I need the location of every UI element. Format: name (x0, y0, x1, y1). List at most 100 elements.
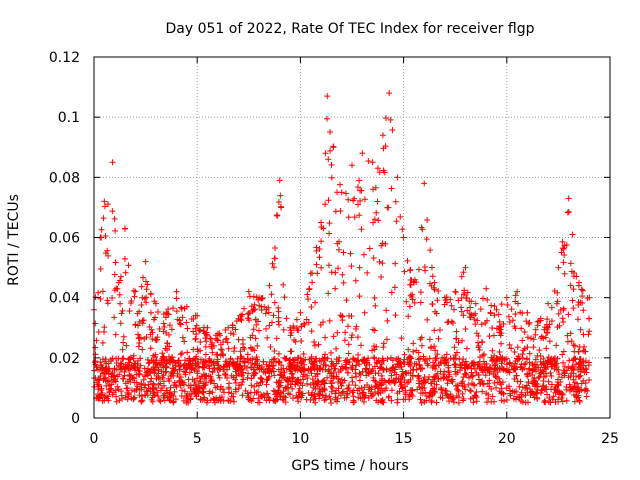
data-point (452, 355, 459, 362)
data-point (580, 307, 587, 314)
data-point (245, 310, 252, 317)
data-point (182, 357, 189, 364)
data-point (384, 356, 391, 363)
data-point (255, 395, 262, 402)
data-point (104, 247, 111, 254)
data-point (325, 156, 332, 163)
data-point (114, 285, 121, 292)
data-point (301, 366, 308, 373)
data-point (250, 326, 257, 333)
data-point-peak (386, 90, 393, 97)
data-point-peak (132, 288, 139, 295)
data-points (91, 90, 593, 406)
data-point (106, 388, 113, 395)
data-point (148, 326, 155, 333)
data-point (535, 364, 542, 371)
data-point (531, 377, 538, 384)
data-point (318, 264, 325, 271)
data-point (388, 185, 395, 192)
data-point (117, 366, 124, 373)
data-point (130, 287, 137, 294)
data-point (438, 386, 445, 393)
data-point (127, 356, 134, 363)
data-point (289, 395, 296, 402)
data-point (460, 269, 467, 276)
data-point (369, 347, 376, 354)
data-point (546, 338, 553, 345)
data-point (346, 388, 353, 395)
data-point (324, 355, 331, 362)
data-point (560, 306, 567, 313)
data-point (147, 309, 154, 316)
data-point (453, 328, 460, 335)
data-point (524, 355, 531, 362)
data-point (309, 376, 316, 383)
data-point (468, 311, 475, 318)
data-point (154, 309, 161, 316)
data-point (443, 351, 450, 358)
data-point (275, 321, 282, 328)
data-point (524, 389, 531, 396)
data-point (586, 328, 593, 335)
data-point (179, 314, 186, 321)
data-point (561, 369, 568, 376)
data-point (541, 397, 548, 404)
data-point (387, 116, 394, 123)
data-point-peak (483, 285, 490, 292)
data-point (195, 348, 202, 355)
data-point-peak (586, 294, 593, 301)
data-point (426, 355, 433, 362)
data-point (220, 352, 227, 359)
data-point (469, 360, 476, 367)
data-point (565, 364, 572, 371)
data-point (407, 387, 414, 394)
data-point (428, 345, 435, 352)
data-point (305, 390, 312, 397)
data-point (415, 372, 422, 379)
data-point (345, 350, 352, 357)
data-point (138, 398, 145, 405)
data-point (467, 304, 474, 311)
data-point (526, 359, 533, 366)
data-point (179, 334, 186, 341)
data-point (121, 368, 128, 375)
data-point (331, 365, 338, 372)
data-point (245, 396, 252, 403)
data-point (535, 374, 542, 381)
data-point (109, 294, 116, 301)
data-point (254, 342, 261, 349)
data-point (465, 381, 472, 388)
data-point (426, 390, 433, 397)
data-point (342, 364, 349, 371)
data-point (569, 357, 576, 364)
data-point (275, 308, 282, 315)
data-point (232, 380, 239, 387)
data-point (512, 292, 519, 299)
data-point-peak (452, 288, 459, 295)
data-point (411, 299, 418, 306)
data-point (290, 357, 297, 364)
data-point (446, 373, 453, 380)
data-point (355, 358, 362, 365)
data-point (507, 390, 514, 397)
data-point (264, 334, 271, 341)
data-point (225, 384, 232, 391)
data-point (479, 369, 486, 376)
data-point (421, 398, 428, 405)
data-point (434, 297, 441, 304)
data-point (524, 334, 531, 341)
data-point (258, 375, 265, 382)
data-point-peak (318, 219, 325, 226)
data-point (458, 273, 465, 280)
data-point (355, 351, 362, 358)
data-point (576, 373, 583, 380)
data-point-peak (410, 279, 417, 286)
data-point (477, 306, 484, 313)
data-point (136, 308, 143, 315)
data-point (142, 382, 149, 389)
data-point (341, 394, 348, 401)
data-point (338, 363, 345, 370)
data-point (321, 380, 328, 387)
data-point (135, 322, 142, 329)
data-point (227, 330, 234, 337)
